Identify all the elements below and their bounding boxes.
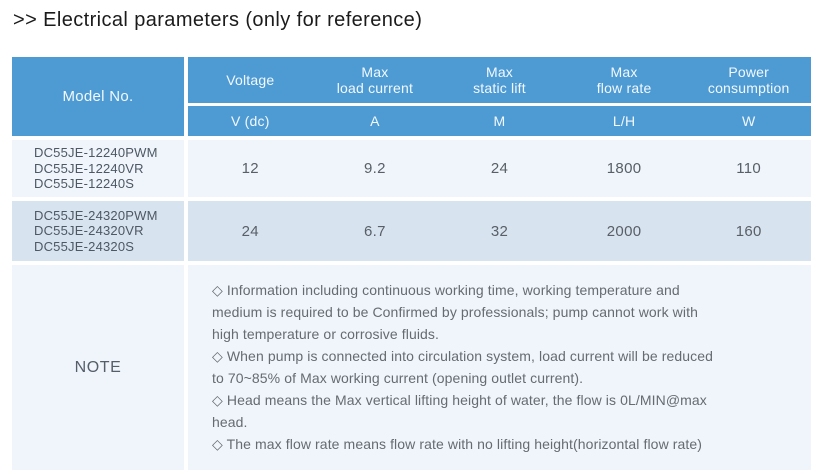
note-line: ◇ The max flow rate means flow rate with… [212, 436, 703, 452]
note-line: to 70~85% of Max working current (openin… [212, 370, 584, 386]
column-header-max-flow-rate: Max flow rate [562, 57, 687, 103]
spec-table: Model No. Voltage Max load current Max s… [12, 57, 811, 470]
note-line: high temperature or corrosive fluids. [212, 326, 440, 342]
column-header-line: Max [485, 64, 514, 80]
header-label-row: Voltage Max load current Max static lift… [188, 57, 811, 103]
model-number: DC55JE-12240PWM [34, 145, 158, 161]
value-static-lift: 32 [490, 222, 509, 240]
value-static-lift: 24 [490, 160, 509, 177]
value-load-current: 9.2 [364, 160, 386, 177]
column-header-line: Voltage [226, 72, 275, 88]
value-power: 160 [735, 222, 762, 240]
note-row: NOTE ◇ Information including continuous … [12, 265, 811, 470]
header-unit-row: V (dc) A M L/H W [188, 106, 811, 136]
note-line: ◇ Information including continuous worki… [212, 282, 680, 298]
column-header-voltage: Voltage [188, 57, 313, 103]
unit-cell-voltage: V (dc) [231, 113, 270, 129]
unit-cell-static-lift: M [493, 113, 506, 129]
column-header-max-static-lift: Max static lift [437, 57, 562, 103]
model-number: DC55JE-12240S [34, 176, 135, 192]
column-header-line: Power [728, 64, 770, 80]
table-header: Model No. Voltage Max load current Max s… [12, 57, 811, 136]
model-number: DC55JE-24320VR [34, 223, 144, 239]
column-header-max-load-current: Max load current [313, 57, 438, 103]
model-column-header: Model No. [12, 57, 184, 136]
unit-cell-power: W [741, 113, 756, 129]
column-header-line: flow rate [596, 80, 652, 96]
model-cell: DC55JE-12240PWM DC55JE-12240VR DC55JE-12… [12, 140, 184, 197]
value-cells: 12 9.2 24 1800 110 [188, 140, 811, 197]
note-line: ◇ Head means the Max vertical lifting he… [212, 392, 707, 408]
column-header-line: static lift [473, 80, 526, 96]
table-row: DC55JE-12240PWM DC55JE-12240VR DC55JE-12… [12, 140, 811, 197]
unit-cell-flow-rate: L/H [612, 113, 636, 129]
value-voltage: 12 [241, 160, 259, 177]
header-right: Voltage Max load current Max static lift… [188, 57, 811, 136]
model-number: DC55JE-24320PWM [34, 207, 158, 223]
model-number: DC55JE-12240VR [34, 160, 144, 176]
value-flow-rate: 2000 [606, 222, 642, 240]
value-load-current: 6.7 [364, 222, 386, 240]
note-line: medium is required to be Confirmed by pr… [212, 304, 698, 320]
note-line: ◇ When pump is connected into circulatio… [212, 348, 714, 364]
column-header-line: load current [336, 80, 414, 96]
column-header-line: Max [361, 64, 389, 80]
column-header-power-consumption: Power consumption [686, 57, 811, 103]
note-text: ◇ Information including continuous worki… [188, 265, 811, 470]
table-row: DC55JE-24320PWM DC55JE-24320VR DC55JE-24… [12, 201, 811, 261]
value-voltage: 24 [241, 222, 259, 240]
note-line: head. [212, 414, 248, 430]
value-cells: 24 6.7 32 2000 160 [188, 201, 811, 261]
column-header-line: Max [610, 64, 638, 80]
page-title: >> Electrical parameters (only for refer… [13, 9, 423, 31]
unit-cell-load-current: A [370, 113, 380, 129]
value-flow-rate: 1800 [606, 160, 642, 177]
model-number: DC55JE-24320S [34, 238, 135, 254]
note-label: NOTE [12, 265, 184, 470]
model-cell: DC55JE-24320PWM DC55JE-24320VR DC55JE-24… [12, 201, 184, 261]
value-power: 110 [736, 160, 762, 177]
column-header-line: consumption [707, 80, 790, 96]
